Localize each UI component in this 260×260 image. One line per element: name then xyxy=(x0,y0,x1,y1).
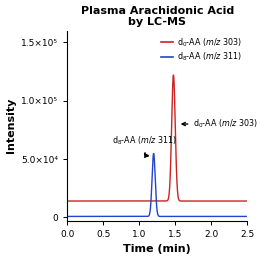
Text: d$_8$-AA ($m$/$z$ 311): d$_8$-AA ($m$/$z$ 311) xyxy=(112,135,177,157)
Text: d$_0$-AA ($m$/$z$ 303): d$_0$-AA ($m$/$z$ 303) xyxy=(182,118,259,130)
Title: Plasma Arachidonic Acid
by LC-MS: Plasma Arachidonic Acid by LC-MS xyxy=(81,5,234,27)
Legend: d$_0$-AA ($m$/$z$ 303), d$_8$-AA ($m$/$z$ 311): d$_0$-AA ($m$/$z$ 303), d$_8$-AA ($m$/$z… xyxy=(158,33,245,67)
X-axis label: Time (min): Time (min) xyxy=(123,244,191,255)
Y-axis label: Intensity: Intensity xyxy=(5,98,16,153)
